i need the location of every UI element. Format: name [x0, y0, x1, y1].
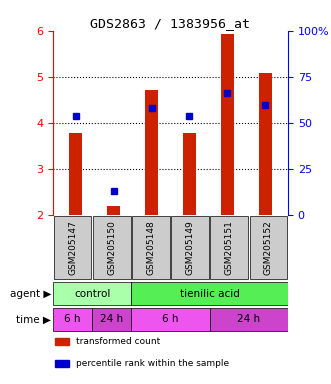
Text: 6 h: 6 h [64, 314, 81, 324]
Bar [93, 216, 130, 280]
Text: GSM205149: GSM205149 [186, 220, 195, 275]
Bar [55, 361, 70, 367]
Bar [92, 308, 131, 331]
Bar [131, 282, 288, 305]
Bar [259, 73, 272, 215]
Bar [69, 133, 82, 215]
Bar [250, 216, 287, 280]
Text: 6 h: 6 h [162, 314, 179, 324]
Text: GSM205151: GSM205151 [225, 220, 234, 275]
Text: GSM205152: GSM205152 [264, 220, 273, 275]
Text: transformed count: transformed count [76, 338, 161, 346]
Bar [211, 216, 248, 280]
Bar [54, 216, 91, 280]
Text: GDS2863 / 1383956_at: GDS2863 / 1383956_at [90, 17, 251, 30]
Bar [132, 216, 170, 280]
Bar [53, 282, 131, 305]
Text: 24 h: 24 h [237, 314, 260, 324]
Bar [145, 89, 158, 215]
Bar [55, 338, 70, 346]
Text: GSM205147: GSM205147 [68, 220, 77, 275]
Text: time ▶: time ▶ [17, 314, 51, 324]
Bar [171, 216, 209, 280]
Bar [131, 308, 210, 331]
Text: agent ▶: agent ▶ [10, 289, 51, 299]
Text: tienilic acid: tienilic acid [180, 289, 240, 299]
Text: control: control [74, 289, 110, 299]
Text: GSM205150: GSM205150 [107, 220, 116, 275]
Text: percentile rank within the sample: percentile rank within the sample [76, 359, 230, 369]
Bar [53, 308, 92, 331]
Bar [221, 35, 234, 215]
Bar [107, 206, 120, 215]
Bar [210, 308, 288, 331]
Text: GSM205148: GSM205148 [146, 220, 155, 275]
Bar [183, 133, 196, 215]
Text: 24 h: 24 h [100, 314, 123, 324]
